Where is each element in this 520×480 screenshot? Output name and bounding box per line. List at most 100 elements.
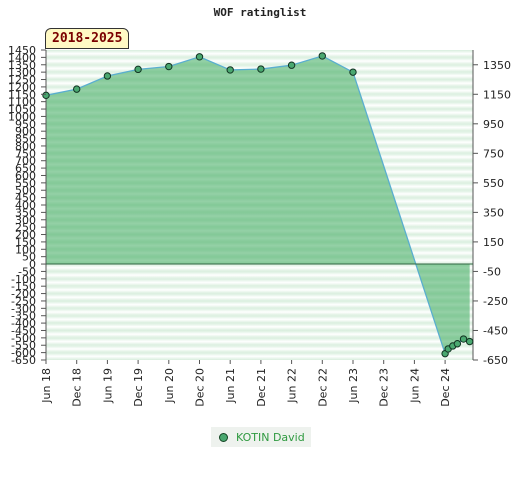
data-point bbox=[349, 68, 357, 76]
legend-label: KOTIN David bbox=[236, 430, 305, 444]
x-tick-label: Jun 18 bbox=[40, 368, 53, 404]
grid-band bbox=[46, 315, 473, 324]
data-point bbox=[103, 72, 112, 80]
data-point bbox=[165, 62, 173, 71]
y-tick-label: 1150 bbox=[8, 88, 36, 101]
y-tick-label: -400 bbox=[11, 317, 36, 330]
grid-band bbox=[46, 323, 473, 331]
y-tick-label: -100 bbox=[11, 273, 36, 286]
y-tick-label: -50 bbox=[18, 265, 36, 278]
y-tick-label: 1100 bbox=[8, 96, 36, 109]
y-tick-label-right: 750 bbox=[483, 147, 504, 160]
grid-band bbox=[46, 308, 473, 316]
grid-band bbox=[46, 278, 473, 287]
grid-band bbox=[46, 50, 473, 58]
grid-band bbox=[46, 286, 473, 294]
data-point bbox=[453, 340, 462, 348]
data-point bbox=[195, 53, 204, 61]
y-tick-label: 800 bbox=[15, 140, 36, 153]
y-tick-label: 650 bbox=[15, 162, 36, 175]
y-tick-label-right: -250 bbox=[483, 295, 508, 308]
y-tick-label: 1050 bbox=[8, 103, 36, 116]
y-tick-label: 750 bbox=[15, 147, 36, 160]
y-tick-label: -250 bbox=[11, 295, 36, 308]
y-tick-label-right: 1150 bbox=[483, 88, 511, 101]
grid-band bbox=[46, 352, 473, 360]
y-tick-label: 1450 bbox=[8, 44, 36, 57]
grid-band bbox=[46, 264, 473, 272]
y-tick-label: -450 bbox=[11, 324, 36, 337]
y-tick-label: 100 bbox=[15, 243, 36, 256]
grid-band bbox=[46, 337, 473, 346]
y-tick-label: 1250 bbox=[8, 74, 36, 87]
y-tick-label: 550 bbox=[15, 177, 36, 190]
grid-band bbox=[46, 271, 473, 279]
grid-band bbox=[46, 330, 473, 338]
y-tick-label: 700 bbox=[15, 155, 36, 168]
y-tick-label: 450 bbox=[15, 192, 36, 205]
period-badge: 2018-2025 bbox=[45, 28, 130, 49]
y-tick-label: 50 bbox=[22, 251, 36, 264]
x-axis: Jun 18 Dec 18 Jun 19 Dec 19 Jun 20 Dec 20 Jun … bbox=[40, 360, 452, 407]
grid-band bbox=[46, 293, 473, 301]
x-tick-label: Jun 21 bbox=[224, 368, 237, 404]
x-tick-label: Dec 24 bbox=[439, 368, 452, 407]
y-tick-label-right: -650 bbox=[483, 354, 508, 367]
y-tick-label-right: -50 bbox=[483, 265, 501, 278]
y-tick-label: 200 bbox=[15, 229, 36, 242]
data-point bbox=[42, 91, 50, 100]
y-tick-label: 350 bbox=[15, 206, 36, 219]
data-point bbox=[459, 335, 468, 343]
legend[interactable]: KOTIN David bbox=[211, 427, 311, 447]
y-axis-left: 1450140013501300125012001150110010501000… bbox=[8, 44, 46, 367]
y-tick-label-right: 550 bbox=[483, 177, 504, 190]
y-tick-label: -650 bbox=[11, 354, 36, 367]
y-tick-label: -200 bbox=[11, 288, 36, 301]
y-tick-label: 1000 bbox=[8, 110, 36, 123]
y-tick-label: 250 bbox=[15, 221, 36, 234]
y-tick-label: 500 bbox=[15, 184, 36, 197]
points-layer bbox=[42, 52, 474, 358]
legend-marker-icon bbox=[219, 432, 228, 442]
y-tick-label: -550 bbox=[11, 339, 36, 352]
y-tick-label: 850 bbox=[15, 133, 36, 146]
y-tick-label: -500 bbox=[11, 332, 36, 345]
x-tick-label: Jun 23 bbox=[347, 368, 360, 404]
y-tick-label: 0 bbox=[29, 258, 36, 271]
y-tick-label-right: 1350 bbox=[483, 59, 511, 72]
series-area bbox=[46, 55, 470, 354]
y-tick-label: 950 bbox=[15, 118, 36, 131]
y-tick-label-right: 350 bbox=[483, 206, 504, 219]
y-tick-label: 1350 bbox=[8, 59, 36, 72]
y-tick-label: 1400 bbox=[8, 51, 36, 64]
x-tick-label: Jun 24 bbox=[408, 368, 421, 404]
data-point bbox=[73, 85, 81, 93]
y-tick-label: 1300 bbox=[8, 66, 36, 79]
y-tick-label: 900 bbox=[15, 125, 36, 138]
data-point bbox=[318, 52, 326, 60]
y-tick-label: -600 bbox=[11, 347, 36, 360]
data-point bbox=[257, 65, 265, 73]
y-tick-label: -350 bbox=[11, 310, 36, 323]
y-tick-label-right: 950 bbox=[483, 118, 504, 131]
y-tick-label: 300 bbox=[15, 214, 36, 227]
data-point bbox=[287, 61, 296, 69]
y-tick-label: 600 bbox=[15, 169, 36, 182]
y-tick-label: -150 bbox=[11, 280, 36, 293]
x-tick-label: Dec 23 bbox=[378, 368, 391, 407]
chart-title: WOF ratinglist bbox=[213, 6, 307, 19]
y-tick-label-right: 150 bbox=[483, 236, 504, 249]
x-tick-label: Dec 21 bbox=[255, 368, 268, 407]
grid-band bbox=[46, 57, 473, 65]
y-tick-label: -300 bbox=[11, 302, 36, 315]
data-point bbox=[134, 65, 142, 74]
y-tick-label: 400 bbox=[15, 199, 36, 212]
x-tick-label: Dec 18 bbox=[71, 368, 84, 407]
data-point bbox=[465, 337, 474, 346]
x-tick-label: Dec 20 bbox=[194, 368, 207, 407]
x-tick-label: Jun 22 bbox=[286, 368, 299, 404]
grid-band bbox=[46, 300, 473, 309]
grid-band bbox=[46, 345, 473, 353]
data-point bbox=[226, 66, 234, 74]
